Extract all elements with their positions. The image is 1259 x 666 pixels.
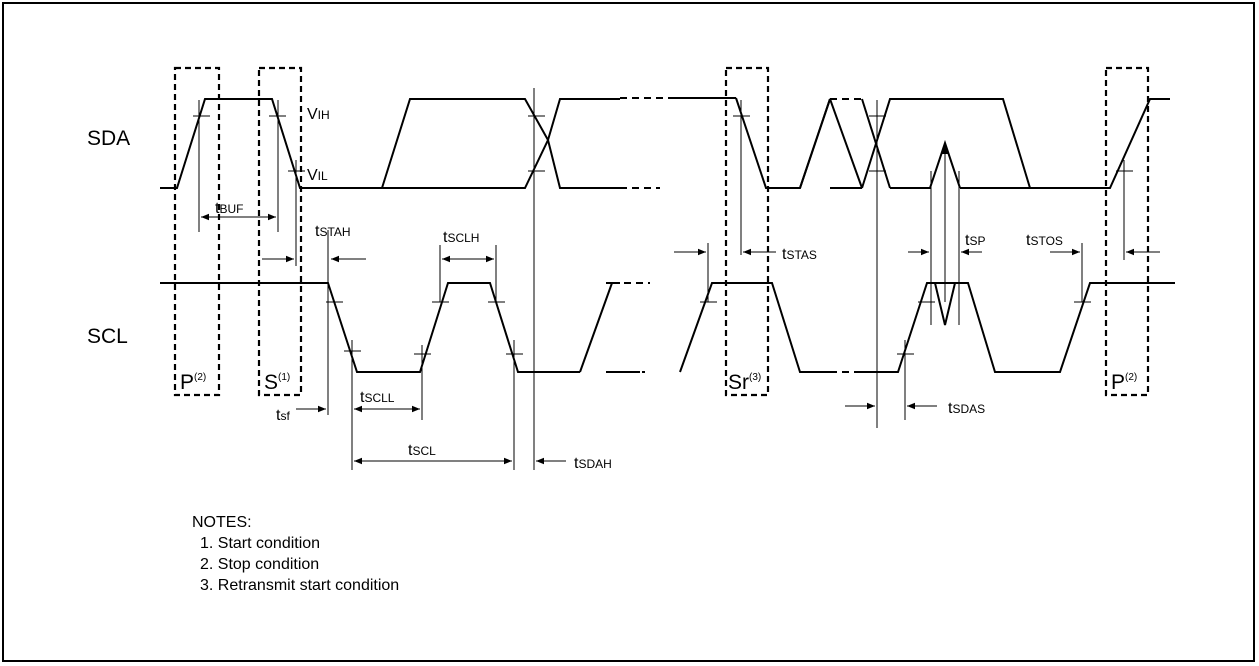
stop-condition-box-left xyxy=(173,66,221,397)
tsclh-label: tSCLH xyxy=(443,229,479,246)
tstos-label: tSTOS xyxy=(1026,232,1063,249)
tscll-label: tSCLL xyxy=(360,389,395,406)
reference-lines xyxy=(193,88,1133,470)
scl-waveform xyxy=(160,282,1175,373)
timing-arrows xyxy=(201,146,1160,465)
tstah-label: tSTAH xyxy=(315,223,351,240)
note-item: 2. Stop condition xyxy=(200,556,320,573)
tsdas-label: tSDAS xyxy=(948,400,985,417)
p-right-label: P(2) xyxy=(1111,371,1137,394)
s-label: S(1) xyxy=(264,371,290,394)
sda-waveform xyxy=(160,97,1170,189)
sr-label: Sr(3) xyxy=(728,371,761,394)
vil-label: VIL xyxy=(307,167,328,184)
start-condition-box xyxy=(257,66,303,397)
scl-label: SCL xyxy=(87,325,128,348)
vih-label: VIH xyxy=(307,106,330,123)
p-left-label: P(2) xyxy=(180,371,206,394)
notes-block: NOTES: 1. Start condition 2. Stop condit… xyxy=(192,512,399,596)
notes-title: NOTES: xyxy=(192,514,252,531)
stop-condition-box-right xyxy=(1104,66,1150,397)
note-item: 1. Start condition xyxy=(200,535,321,552)
tsp-label: tSP xyxy=(965,232,985,249)
tscl-label: tSCL xyxy=(408,442,436,459)
tsdah-label: tSDAH xyxy=(574,455,612,472)
sda-label: SDA xyxy=(87,127,130,150)
retransmit-start-box xyxy=(724,66,770,397)
tbuf-label: tBUF xyxy=(215,200,243,217)
note-item: 3. Retransmit start condition xyxy=(200,577,400,594)
tsf-label: tsf xyxy=(276,407,290,424)
tstas-label: tSTAS xyxy=(782,246,817,263)
